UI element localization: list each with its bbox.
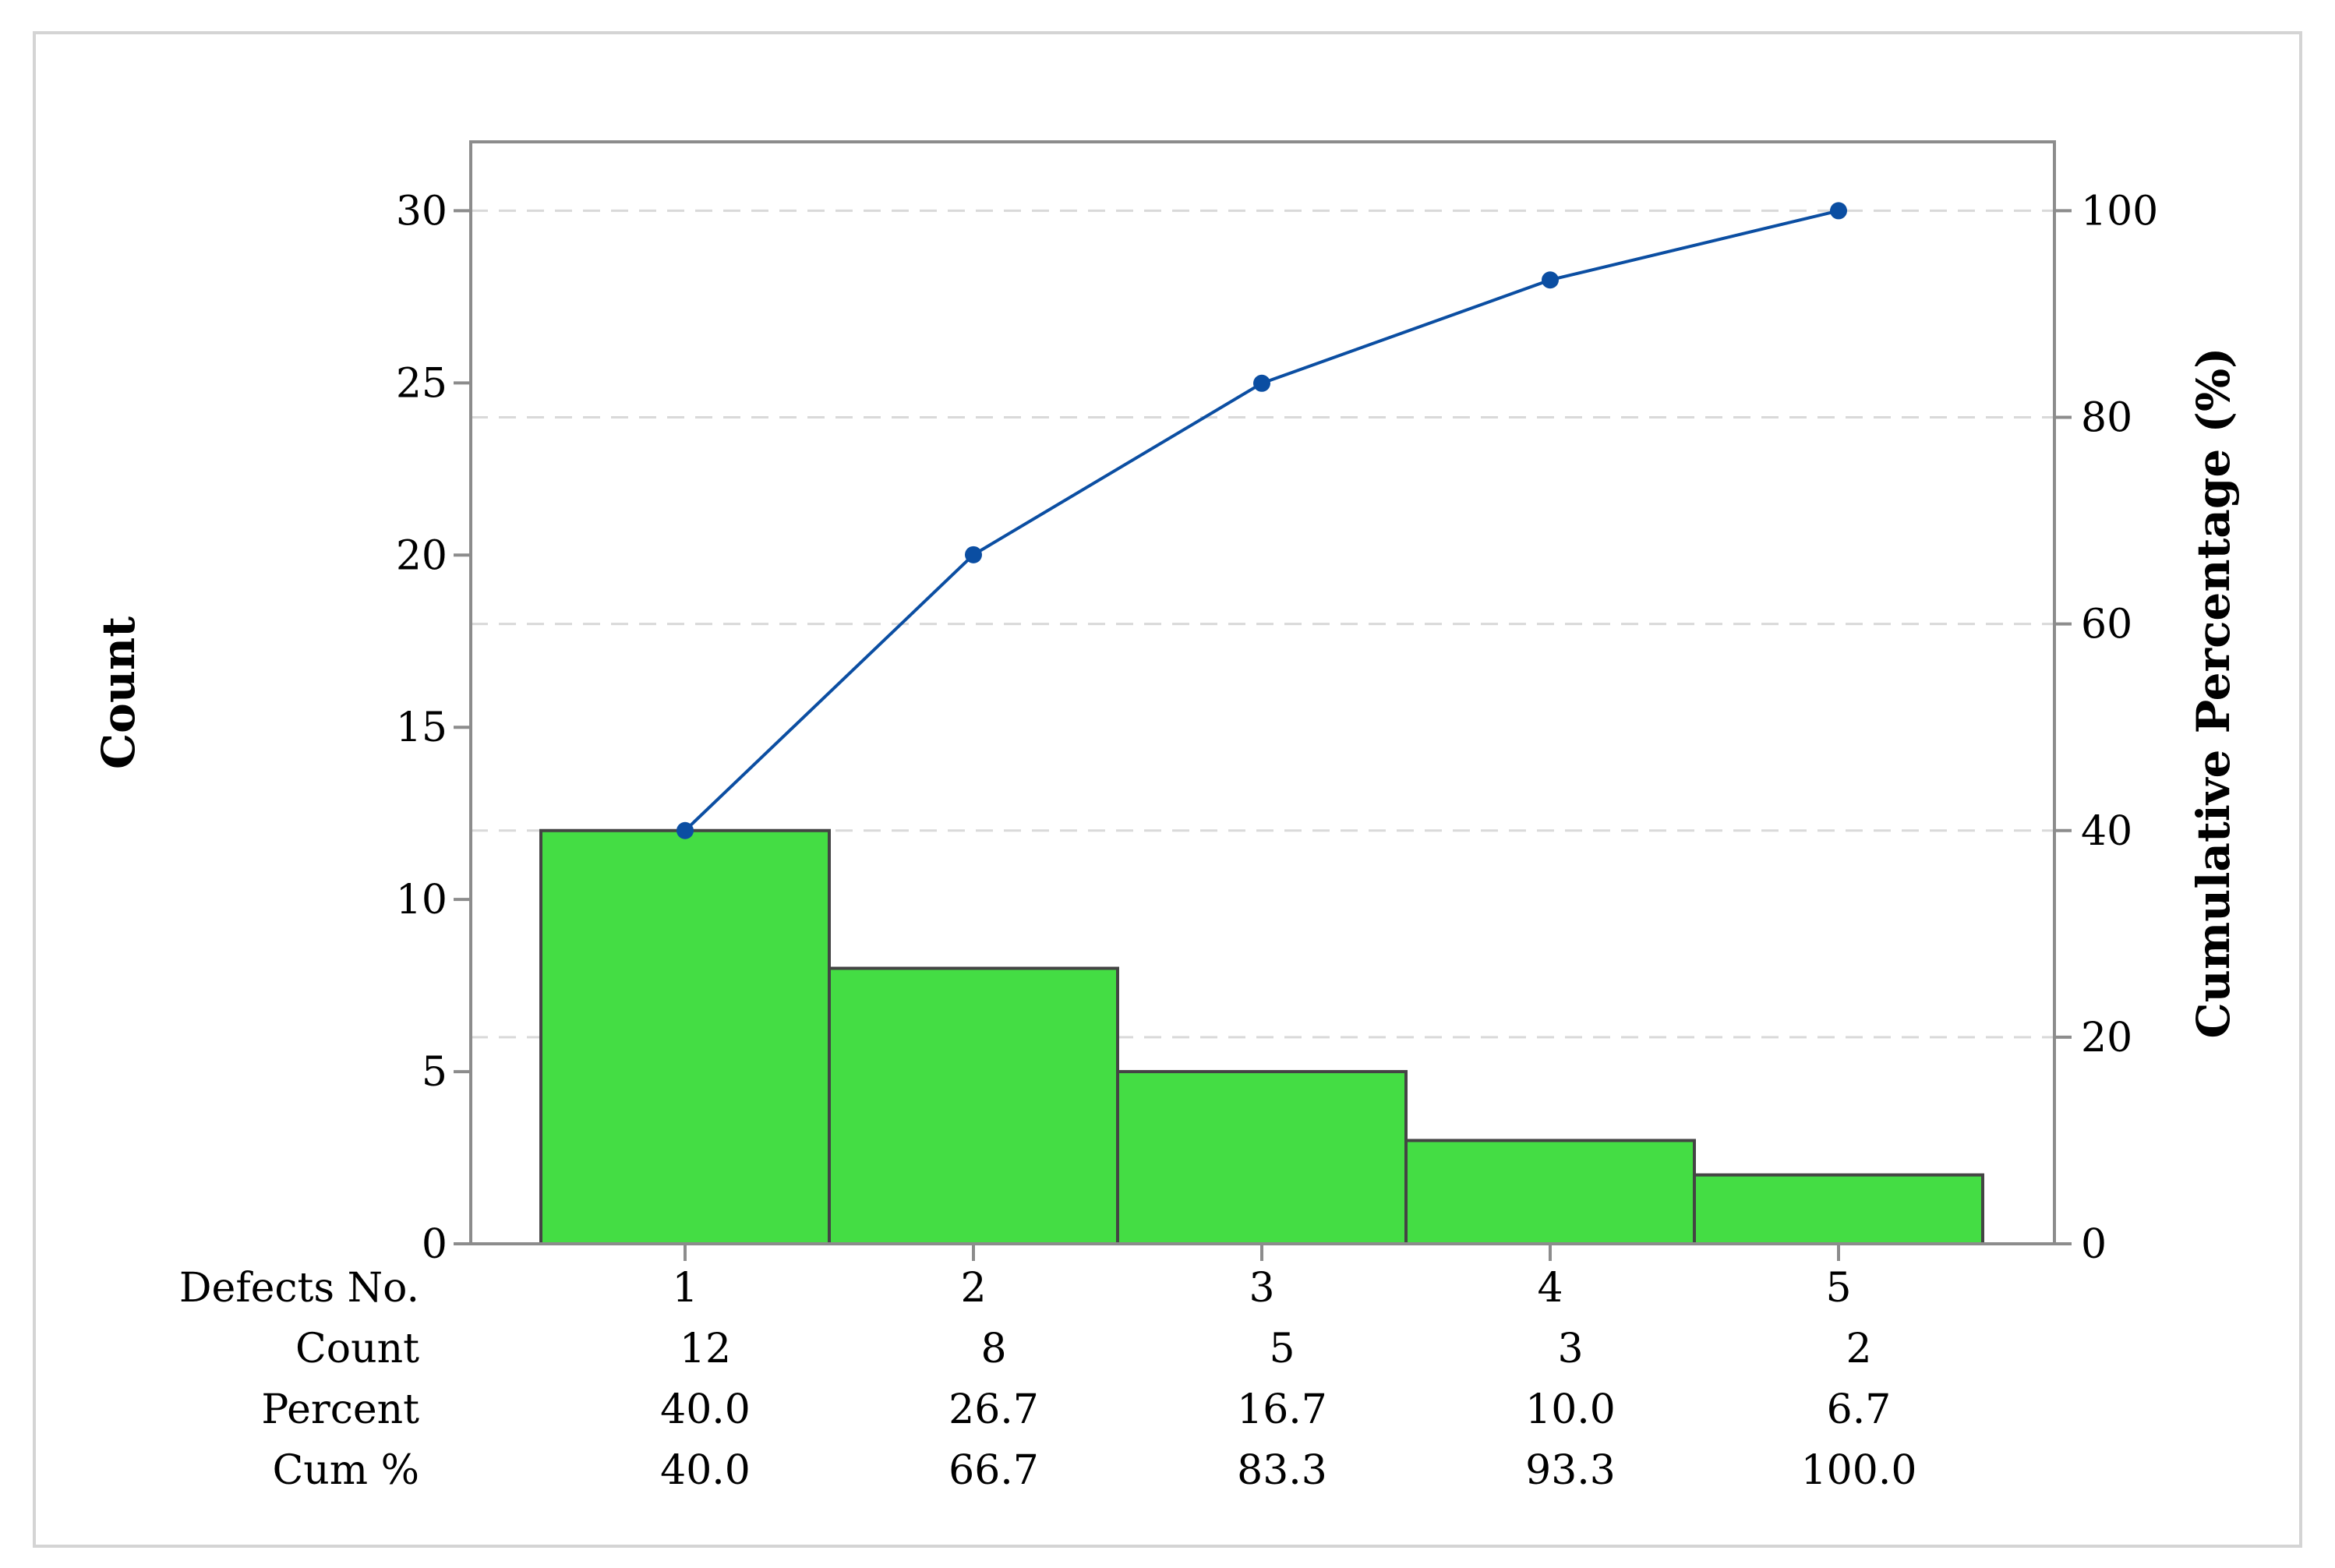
table-cell-cum-percent: 83.3 bbox=[1237, 1447, 1327, 1494]
table-cell-count: 5 bbox=[1269, 1326, 1295, 1372]
bar-2 bbox=[828, 966, 1119, 1245]
y-axis-title: Count bbox=[92, 616, 145, 769]
table-cell-percent: 16.7 bbox=[1237, 1386, 1327, 1433]
table-cell-count: 12 bbox=[680, 1326, 731, 1372]
table-row-label-cum-percent: Cum % bbox=[272, 1447, 419, 1494]
cumulative-point-3 bbox=[1253, 374, 1270, 392]
table-row-label-defects: Defects No. bbox=[179, 1265, 419, 1312]
cumulative-polyline bbox=[684, 209, 1839, 832]
y2-tick-label: 60 bbox=[2081, 602, 2132, 648]
table-cell-defect: 5 bbox=[1825, 1265, 1851, 1312]
table-cell-count: 3 bbox=[1557, 1326, 1583, 1372]
table-cell-defect: 4 bbox=[1537, 1265, 1563, 1312]
table-cell-percent: 6.7 bbox=[1827, 1386, 1892, 1433]
cumulative-point-2 bbox=[965, 546, 982, 563]
table-row-label-count: Count bbox=[295, 1326, 419, 1372]
left-axis-ticks: 0 5 10 15 20 25 30 bbox=[396, 188, 471, 1268]
category-axis-ticks bbox=[684, 1244, 1840, 1261]
cumulative-point-5 bbox=[1830, 202, 1847, 220]
y-tick-label: 30 bbox=[396, 188, 447, 235]
y2-tick-label: 0 bbox=[2081, 1221, 2107, 1268]
y2-tick-label: 20 bbox=[2081, 1015, 2132, 1061]
table-cell-count: 8 bbox=[980, 1326, 1006, 1372]
bar-4 bbox=[1404, 1139, 1696, 1245]
table-cell-count: 2 bbox=[1846, 1326, 1871, 1372]
bar-1 bbox=[539, 828, 831, 1245]
y2-tick-label: 40 bbox=[2081, 808, 2132, 855]
y-tick-label: 10 bbox=[396, 877, 447, 923]
table-cell-defect: 2 bbox=[960, 1265, 986, 1312]
bar-3 bbox=[1116, 1070, 1408, 1245]
y2-axis-title: Cumulative Percentage (%) bbox=[2187, 347, 2240, 1038]
table-cell-cum-percent: 40.0 bbox=[660, 1447, 751, 1494]
y2-tick-label: 80 bbox=[2081, 395, 2132, 442]
cumulative-point-4 bbox=[1542, 271, 1559, 289]
y2-tick-label: 100 bbox=[2081, 188, 2158, 235]
figure-border bbox=[33, 31, 2302, 1548]
table-cell-cum-percent: 100.0 bbox=[1801, 1447, 1917, 1494]
y-tick-label: 15 bbox=[396, 705, 447, 751]
summary-table: Defects No. Count Percent Cum % 1 2 3 4 512 8… bbox=[179, 1265, 1917, 1494]
table-cell-percent: 26.7 bbox=[948, 1386, 1039, 1433]
y-tick-label: 25 bbox=[396, 360, 447, 407]
table-cell-defect: 1 bbox=[672, 1265, 698, 1312]
cumulative-line bbox=[676, 202, 1847, 839]
table-cell-percent: 10.0 bbox=[1525, 1386, 1616, 1433]
y-tick-label: 20 bbox=[396, 532, 447, 579]
table-cell-defect: 3 bbox=[1249, 1265, 1274, 1312]
table-row-label-percent: Percent bbox=[261, 1386, 419, 1433]
table-cell-cum-percent: 93.3 bbox=[1525, 1447, 1616, 1494]
table-cell-cum-percent: 66.7 bbox=[948, 1447, 1039, 1494]
cumulative-point-1 bbox=[676, 821, 694, 839]
bars bbox=[539, 828, 1984, 1245]
table-cell-percent: 40.0 bbox=[660, 1386, 751, 1433]
y-tick-label: 0 bbox=[422, 1221, 447, 1268]
y-tick-label: 5 bbox=[422, 1049, 447, 1096]
right-axis-ticks: 0 20 40 60 80 100 bbox=[2054, 188, 2158, 1268]
bar-5 bbox=[1693, 1173, 1984, 1245]
